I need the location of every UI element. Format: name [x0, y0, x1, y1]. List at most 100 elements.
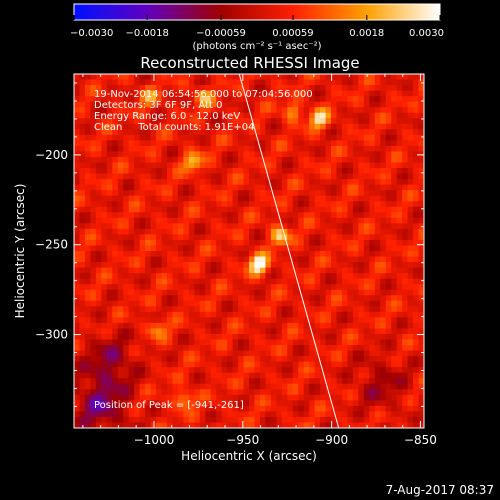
- heatmap-cell: [407, 107, 414, 114]
- heatmap-cell: [183, 311, 190, 318]
- heatmap-cell: [166, 239, 174, 247]
- heatmap-cell: [101, 405, 108, 413]
- heatmap-cell: [95, 367, 102, 374]
- heatmap-cell: [358, 74, 365, 81]
- heatmap-cell: [166, 278, 174, 285]
- heatmap-cell: [309, 129, 316, 136]
- heatmap-cell: [303, 134, 310, 141]
- heatmap-cell: [298, 151, 305, 158]
- heatmap-cell: [117, 245, 124, 252]
- heatmap-cell: [183, 306, 190, 313]
- heatmap-cell: [407, 156, 414, 164]
- heatmap-cell: [407, 367, 414, 374]
- heatmap-cell: [221, 85, 228, 92]
- heatmap-cell: [177, 273, 184, 280]
- heatmap-cell: [249, 273, 256, 280]
- heatmap-cell: [292, 173, 299, 180]
- heatmap-cell: [117, 289, 124, 296]
- heatmap-cell: [106, 416, 113, 424]
- heatmap-cell: [177, 289, 184, 296]
- heatmap-cell: [363, 212, 370, 219]
- heatmap-cell: [331, 223, 338, 230]
- heatmap-cell: [221, 245, 228, 252]
- heatmap-cell: [166, 383, 174, 390]
- heatmap-cell: [84, 405, 92, 413]
- heatmap-cell: [374, 300, 381, 307]
- heatmap-cell: [418, 140, 424, 147]
- heatmap-cell: [161, 300, 168, 307]
- heatmap-cell: [303, 107, 310, 114]
- heatmap-cell: [243, 262, 250, 269]
- heatmap-cell: [156, 145, 163, 153]
- heatmap-cell: [199, 306, 206, 313]
- heatmap-cell: [183, 394, 190, 401]
- heatmap-cell: [74, 101, 81, 108]
- heatmap-cell: [402, 416, 409, 424]
- heatmap-cell: [172, 262, 179, 269]
- heatmap-cell: [259, 306, 267, 313]
- heatmap-cell: [199, 101, 206, 108]
- heatmap-cell: [341, 101, 349, 108]
- heatmap-cell: [117, 201, 124, 208]
- heatmap-cell: [95, 273, 102, 280]
- heatmap-cell: [314, 96, 321, 103]
- heatmap-cell: [413, 372, 420, 379]
- heatmap-cell: [281, 311, 288, 318]
- heatmap-cell: [281, 400, 288, 407]
- heatmap-cell: [238, 245, 245, 252]
- heatmap-cell: [352, 267, 359, 274]
- heatmap-cell: [199, 356, 206, 363]
- annotation-time-range: 19-Nov-2014 06:54:56.000 to 07:04:56.000: [94, 89, 313, 100]
- heatmap-cell: [281, 394, 288, 401]
- heatmap-cell: [314, 333, 321, 341]
- heatmap-cell: [210, 112, 217, 119]
- heatmap-cell: [396, 278, 403, 285]
- heatmap-cell: [183, 322, 190, 330]
- heatmap-cell: [74, 328, 81, 335]
- heatmap-cell: [358, 140, 365, 147]
- heatmap-cell: [74, 74, 81, 81]
- heatmap-cell: [139, 251, 146, 258]
- heatmap-cell: [320, 322, 327, 330]
- heatmap-cell: [249, 306, 256, 313]
- heatmap-cell: [358, 350, 365, 357]
- heatmap-cell: [172, 267, 179, 274]
- heatmap-cell: [188, 79, 195, 86]
- heatmap-cell: [177, 367, 184, 374]
- heatmap-cell: [238, 306, 245, 313]
- heatmap-cell: [254, 278, 261, 285]
- heatmap-cell: [227, 123, 234, 130]
- heatmap-cell: [407, 228, 414, 236]
- heatmap-cell: [210, 389, 217, 396]
- heatmap-cell: [145, 195, 152, 202]
- heatmap-cell: [139, 190, 146, 197]
- heatmap-cell: [396, 179, 403, 186]
- heatmap-cell: [363, 107, 370, 114]
- heatmap-cell: [106, 328, 113, 335]
- heatmap-cell: [84, 317, 92, 324]
- heatmap-cell: [84, 356, 92, 363]
- heatmap-cell: [265, 145, 272, 153]
- heatmap-cell: [172, 145, 179, 153]
- heatmap-cell: [358, 422, 365, 428]
- heatmap-cell: [166, 372, 174, 379]
- heatmap-cell: [336, 422, 343, 428]
- heatmap-cell: [139, 411, 146, 418]
- heatmap-cell: [216, 372, 223, 379]
- heatmap-cell: [254, 228, 261, 236]
- heatmap-cell: [352, 372, 359, 379]
- heatmap-cell: [265, 123, 272, 130]
- heatmap-cell: [325, 123, 332, 130]
- heatmap-cell: [402, 383, 409, 390]
- heatmap-cell: [259, 90, 267, 97]
- heatmap-cell: [281, 239, 288, 247]
- heatmap-cell: [396, 79, 403, 86]
- heatmap-cell: [385, 112, 392, 119]
- heatmap-cell: [74, 156, 81, 164]
- heatmap-cell: [199, 372, 206, 379]
- heatmap-cell: [205, 389, 212, 396]
- heatmap-cell: [418, 400, 424, 407]
- heatmap-cell: [106, 267, 113, 274]
- heatmap-cell: [320, 328, 327, 335]
- heatmap-cell: [216, 267, 223, 274]
